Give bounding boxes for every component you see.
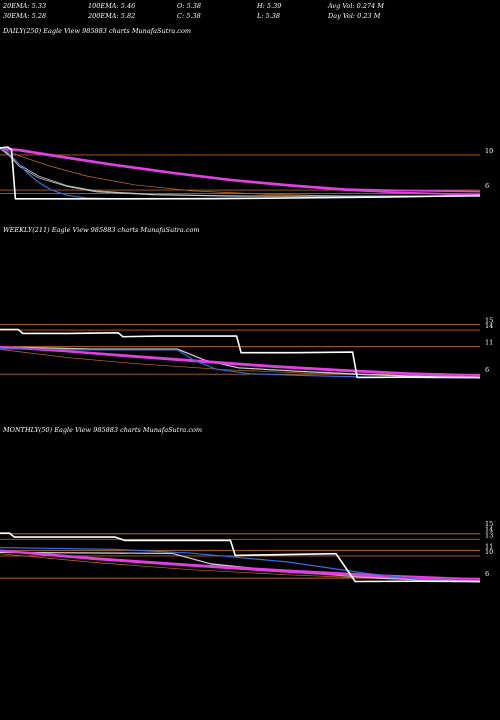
monthly-panel: MONTHLY(50) Eagle View 985883 charts Mun… bbox=[0, 426, 493, 583]
y-tick-label: 6 bbox=[485, 182, 489, 190]
daily-panel: DAILY(250) Eagle View 985883 charts Muna… bbox=[0, 27, 493, 200]
daily-panel-title: DAILY(250) Eagle View 985883 charts Muna… bbox=[2, 27, 191, 35]
weekly-panel-title: WEEKLY(211) Eagle View 985883 charts Mun… bbox=[3, 226, 200, 234]
weekly-panel: WEEKLY(211) Eagle View 985883 charts Mun… bbox=[0, 226, 493, 379]
y-tick-label: 11 bbox=[485, 542, 493, 550]
stat-200ema: 200EMA: 5.82 bbox=[87, 12, 135, 20]
stat-avg-vol: Avg Vol: 0.274 M bbox=[327, 2, 384, 10]
y-tick-label: 13 bbox=[485, 531, 493, 539]
ema-slow-line bbox=[0, 346, 481, 379]
header-stats: 20EMA: 5.33 100EMA: 5.46 O: 5.38 H: 5.39… bbox=[2, 2, 384, 20]
y-tick-label: 6 bbox=[485, 366, 489, 374]
y-tick-label: 10 bbox=[485, 548, 493, 556]
stat-low: L: 5.38 bbox=[256, 12, 280, 20]
y-tick-label: 15 bbox=[485, 317, 493, 325]
stat-20ema: 20EMA: 5.33 bbox=[2, 2, 46, 10]
price-line bbox=[0, 532, 481, 583]
y-tick-label: 11 bbox=[485, 339, 493, 347]
stat-30ema: 30EMA: 5.28 bbox=[3, 12, 46, 20]
ema-orange-line bbox=[0, 147, 481, 197]
stat-high: H: 5.39 bbox=[256, 2, 281, 10]
y-tick-label: 10 bbox=[485, 147, 493, 155]
ema-slow-line bbox=[0, 147, 481, 196]
stat-close: C: 5.38 bbox=[177, 12, 201, 20]
ema-fast-line bbox=[0, 547, 481, 583]
stat-day-vol: Day Vol: 0.23 M bbox=[327, 12, 381, 20]
stat-100ema: 100EMA: 5.46 bbox=[88, 2, 135, 10]
y-tick-label: 14 bbox=[485, 526, 493, 534]
y-tick-label: 15 bbox=[485, 520, 493, 528]
monthly-panel-title: MONTHLY(50) Eagle View 985883 charts Mun… bbox=[2, 426, 202, 434]
stat-open: O: 5.38 bbox=[177, 2, 201, 10]
ema-fast-line bbox=[0, 348, 481, 379]
price-line bbox=[0, 328, 481, 379]
y-tick-label: 14 bbox=[485, 322, 493, 330]
price-line bbox=[0, 146, 481, 200]
y-tick-label: 6 bbox=[485, 570, 489, 578]
ema-slow-line bbox=[0, 549, 481, 580]
chart-panels: DAILY(250) Eagle View 985883 charts Muna… bbox=[0, 27, 493, 583]
